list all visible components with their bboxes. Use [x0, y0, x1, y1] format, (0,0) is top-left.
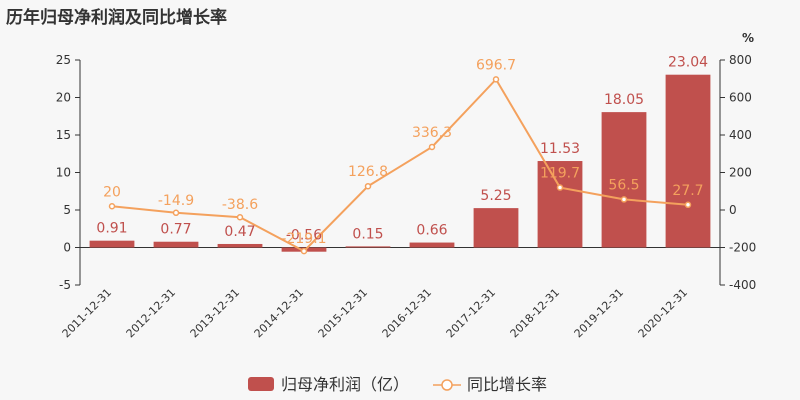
bar[interactable] [665, 74, 711, 248]
bar-value-label: 0.15 [352, 226, 383, 242]
y-right-tick-label: 600 [729, 91, 752, 105]
legend-swatch-marker[interactable] [441, 379, 453, 391]
bar[interactable] [153, 241, 199, 248]
bar-value-label: 0.66 [416, 223, 447, 239]
bar-value-label: 18.05 [604, 92, 644, 108]
legend-swatch-bar[interactable] [248, 377, 274, 391]
x-tick-label: 2018-12-31 [508, 286, 562, 340]
y-left-tick-label: 5 [63, 203, 71, 217]
bar-value-label: 0.47 [224, 224, 255, 240]
line-point[interactable] [172, 209, 180, 217]
line-value-label: 56.5 [608, 177, 639, 193]
y-left-tick-label: 10 [56, 166, 71, 180]
y-right-unit: % [742, 31, 754, 45]
line-value-label: 696.7 [476, 57, 516, 73]
bar-value-label: 0.91 [96, 221, 127, 237]
line-value-label: -38.6 [222, 197, 258, 213]
bar[interactable] [601, 112, 647, 248]
line-point[interactable] [364, 182, 372, 190]
y-right-tick-label: 400 [729, 128, 752, 142]
line-series [108, 76, 692, 255]
x-tick-label: 2015-12-31 [316, 286, 370, 340]
y-right-tick-label: -200 [729, 241, 756, 255]
y-right-tick-label: 800 [729, 53, 752, 67]
y-right-tick-label: 200 [729, 166, 752, 180]
line-point[interactable] [492, 76, 500, 83]
bar[interactable] [345, 246, 391, 248]
chart-title: 历年归母净利润及同比增长率 [6, 8, 227, 28]
line-point[interactable] [300, 247, 308, 255]
x-tick-label: 2014-12-31 [252, 286, 306, 340]
y-left-tick-label: 20 [56, 91, 71, 105]
y-left-tick-label: 15 [56, 128, 71, 142]
legend-label-bar[interactable]: 归母净利润（亿） [281, 375, 409, 394]
line-value-label: 336.3 [412, 125, 452, 141]
bar[interactable] [537, 161, 583, 248]
bar[interactable] [217, 243, 263, 248]
bar-series [89, 74, 711, 252]
line-value-label: 119.7 [540, 166, 580, 182]
bar[interactable] [89, 240, 135, 248]
legend[interactable]: 归母净利润（亿） 同比增长率 [248, 375, 547, 394]
y-right-tick-label: 0 [729, 203, 737, 217]
bar-value-label: 23.04 [668, 55, 708, 71]
bar-value-label: 0.77 [160, 222, 191, 238]
line-value-label: -14.9 [158, 193, 194, 209]
line-value-label: 27.7 [672, 183, 703, 199]
data-labels: 0.91 0.77 0.47 -0.56 0.15 0.66 5.25 11.53 18.05 2… [96, 55, 708, 247]
line-point[interactable] [684, 201, 692, 209]
x-tick-label: 2013-12-31 [188, 286, 242, 340]
growth-line [111, 77, 689, 253]
y-left-tick-label: -5 [59, 278, 71, 292]
y-left-tick-label: 25 [56, 53, 71, 67]
bar[interactable] [473, 208, 519, 248]
x-tick-label: 2019-12-31 [572, 286, 626, 340]
legend-label-line[interactable]: 同比增长率 [467, 375, 547, 394]
line-point[interactable] [108, 203, 116, 210]
line-value-label: 126.8 [348, 164, 388, 180]
bar-value-label: 11.53 [540, 141, 580, 157]
y-right-tick-label: -400 [729, 278, 756, 292]
x-tick-label: 2011-12-31 [60, 286, 114, 340]
x-tick-label: 2017-12-31 [444, 286, 498, 340]
x-tick-label: 2016-12-31 [380, 286, 434, 340]
line-value-label: 20 [103, 184, 121, 200]
y-left-tick-label: 0 [63, 241, 71, 255]
line-value-label: -219.1 [281, 231, 326, 247]
x-tick-label: 2012-12-31 [124, 286, 178, 340]
bar-value-label: 5.25 [480, 188, 511, 204]
line-point[interactable] [236, 213, 244, 221]
line-point[interactable] [620, 196, 628, 203]
axes: -5 0 5 10 15 20 25 -400 -200 0 200 400 600 800% 2011-1… [56, 31, 757, 340]
line-point[interactable] [428, 143, 436, 151]
bar[interactable] [409, 242, 455, 248]
line-point[interactable] [556, 184, 564, 191]
x-tick-label: 2020-12-31 [636, 286, 690, 340]
bar-value-label: -0.56 [286, 228, 322, 244]
